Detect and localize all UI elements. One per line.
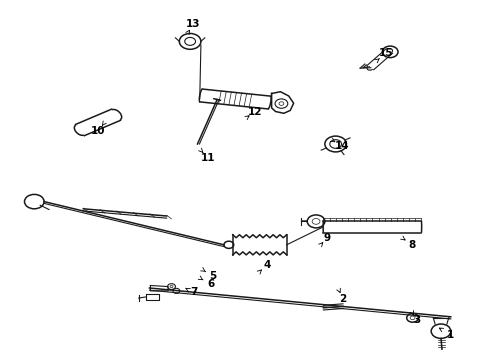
Text: 9: 9 (324, 233, 331, 243)
Text: 1: 1 (447, 330, 454, 340)
Text: 3: 3 (413, 315, 420, 325)
Text: 8: 8 (408, 240, 415, 250)
Text: 15: 15 (379, 48, 393, 58)
Text: 4: 4 (263, 260, 271, 270)
Text: 6: 6 (207, 279, 214, 289)
Text: 13: 13 (186, 19, 201, 30)
Text: 7: 7 (190, 287, 197, 297)
Text: 2: 2 (340, 294, 346, 304)
Text: 5: 5 (210, 271, 217, 282)
Text: 12: 12 (247, 107, 262, 117)
Text: 10: 10 (91, 126, 105, 136)
Text: 14: 14 (335, 141, 349, 151)
Text: 11: 11 (201, 153, 216, 163)
